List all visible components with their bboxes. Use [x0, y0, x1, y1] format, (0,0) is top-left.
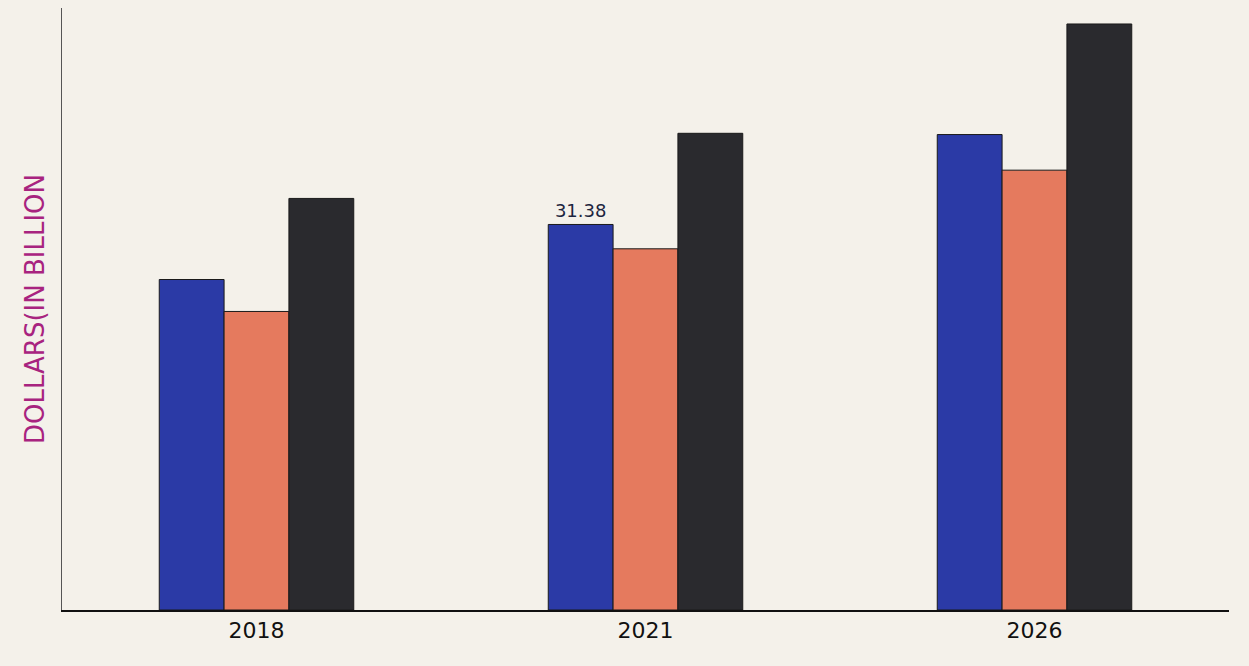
- svg-text:2026: 2026: [1007, 618, 1063, 643]
- svg-text:2021: 2021: [618, 618, 674, 643]
- svg-text:DOLLARS(IN BILLION: DOLLARS(IN BILLION: [20, 174, 50, 444]
- svg-text:31.38: 31.38: [555, 200, 607, 221]
- svg-text:2018: 2018: [229, 618, 285, 643]
